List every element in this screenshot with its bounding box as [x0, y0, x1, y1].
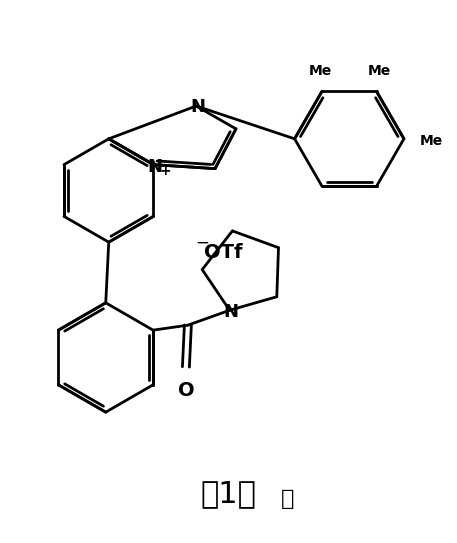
Text: Me: Me	[308, 64, 332, 78]
Text: 。: 。	[281, 489, 294, 509]
Text: N: N	[147, 157, 162, 175]
Text: N: N	[191, 98, 206, 116]
Text: Me: Me	[368, 64, 391, 78]
Text: （1）: （1）	[200, 479, 256, 508]
Text: N: N	[223, 303, 238, 321]
Text: O: O	[178, 381, 194, 400]
Text: Me: Me	[420, 134, 443, 148]
Text: OTf: OTf	[204, 243, 243, 262]
Text: −: −	[195, 233, 209, 251]
Text: +: +	[159, 163, 171, 178]
